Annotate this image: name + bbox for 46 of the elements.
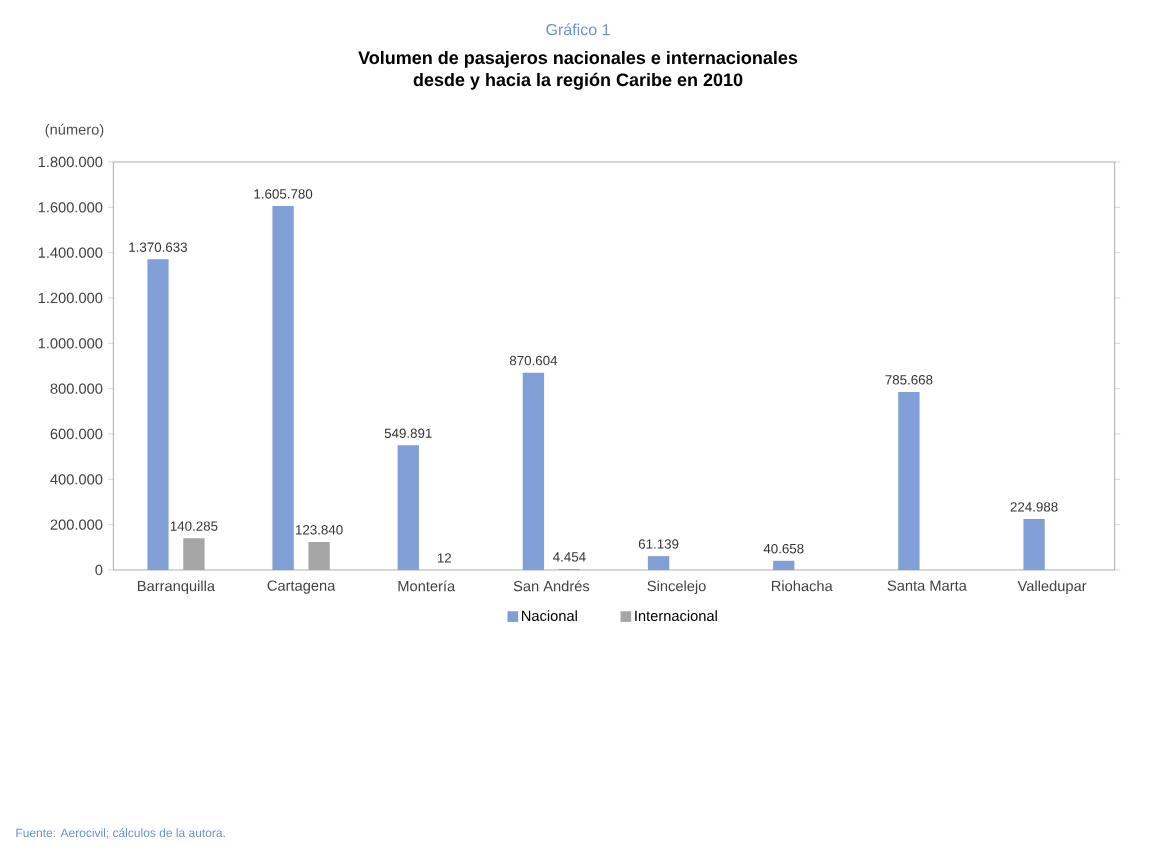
x-tick-label: Sincelejo	[647, 580, 706, 595]
legend-label: Internacional	[635, 610, 717, 622]
chart-subtitle: Gráfico 1	[546, 23, 610, 36]
y-tick-label: 1.800.000	[38, 156, 103, 168]
x-tick-label: Cartagena	[267, 580, 336, 594]
y-tick-label: 1.000.000	[38, 338, 103, 349]
bar	[183, 538, 205, 570]
x-tick-label: Barranquilla	[138, 580, 216, 595]
data-label: 4.454	[553, 552, 586, 562]
data-label: 40.658	[763, 543, 804, 554]
bar	[522, 372, 545, 570]
bar	[647, 556, 670, 570]
bar	[272, 206, 294, 570]
y-tick-label: 1.600.000	[38, 202, 103, 213]
bar	[397, 445, 419, 570]
legend-label: Nacional	[522, 610, 577, 622]
x-tick-label: Riohacha	[771, 580, 833, 592]
bar	[308, 541, 330, 570]
data-label: 140.285	[170, 521, 218, 531]
data-label: 1.605.780	[254, 189, 313, 199]
y-tick-label: 1.200.000	[38, 292, 103, 304]
x-tick-label: Santa Marta	[887, 580, 967, 591]
data-label: 61.139	[638, 539, 679, 549]
bar	[773, 560, 795, 570]
bar	[147, 259, 169, 570]
y-tick-label: 1.400.000	[38, 247, 103, 258]
bar	[898, 391, 920, 570]
x-tick-label: Montería	[398, 580, 456, 592]
data-label: 785.668	[885, 375, 933, 385]
y-tick-label: 600.000	[50, 428, 103, 440]
data-label: 1.370.633	[129, 242, 187, 252]
y-axis-title: (número)	[45, 123, 104, 138]
x-tick-label: San Andrés	[513, 580, 590, 592]
source-note: Fuente: Aerocivil; cálculos de la autora.	[16, 828, 225, 839]
y-tick-label: 400.000	[50, 474, 103, 485]
data-label: 12	[437, 553, 451, 563]
bar	[1023, 518, 1045, 570]
data-label: 123.840	[296, 525, 343, 535]
y-tick-label: 800.000	[50, 383, 103, 394]
data-label: 224.988	[1010, 502, 1058, 512]
y-tick-label: 0	[95, 564, 103, 576]
x-tick-label: Valledupar	[1017, 580, 1087, 595]
data-label: 549.891	[384, 428, 432, 438]
data-label: 870.604	[509, 355, 558, 366]
chart-title: Volumen de pasajeros nacionales e internacionales desde y hacia la región Caribe en 2010	[358, 50, 798, 90]
y-tick-label: 200.000	[50, 519, 103, 530]
